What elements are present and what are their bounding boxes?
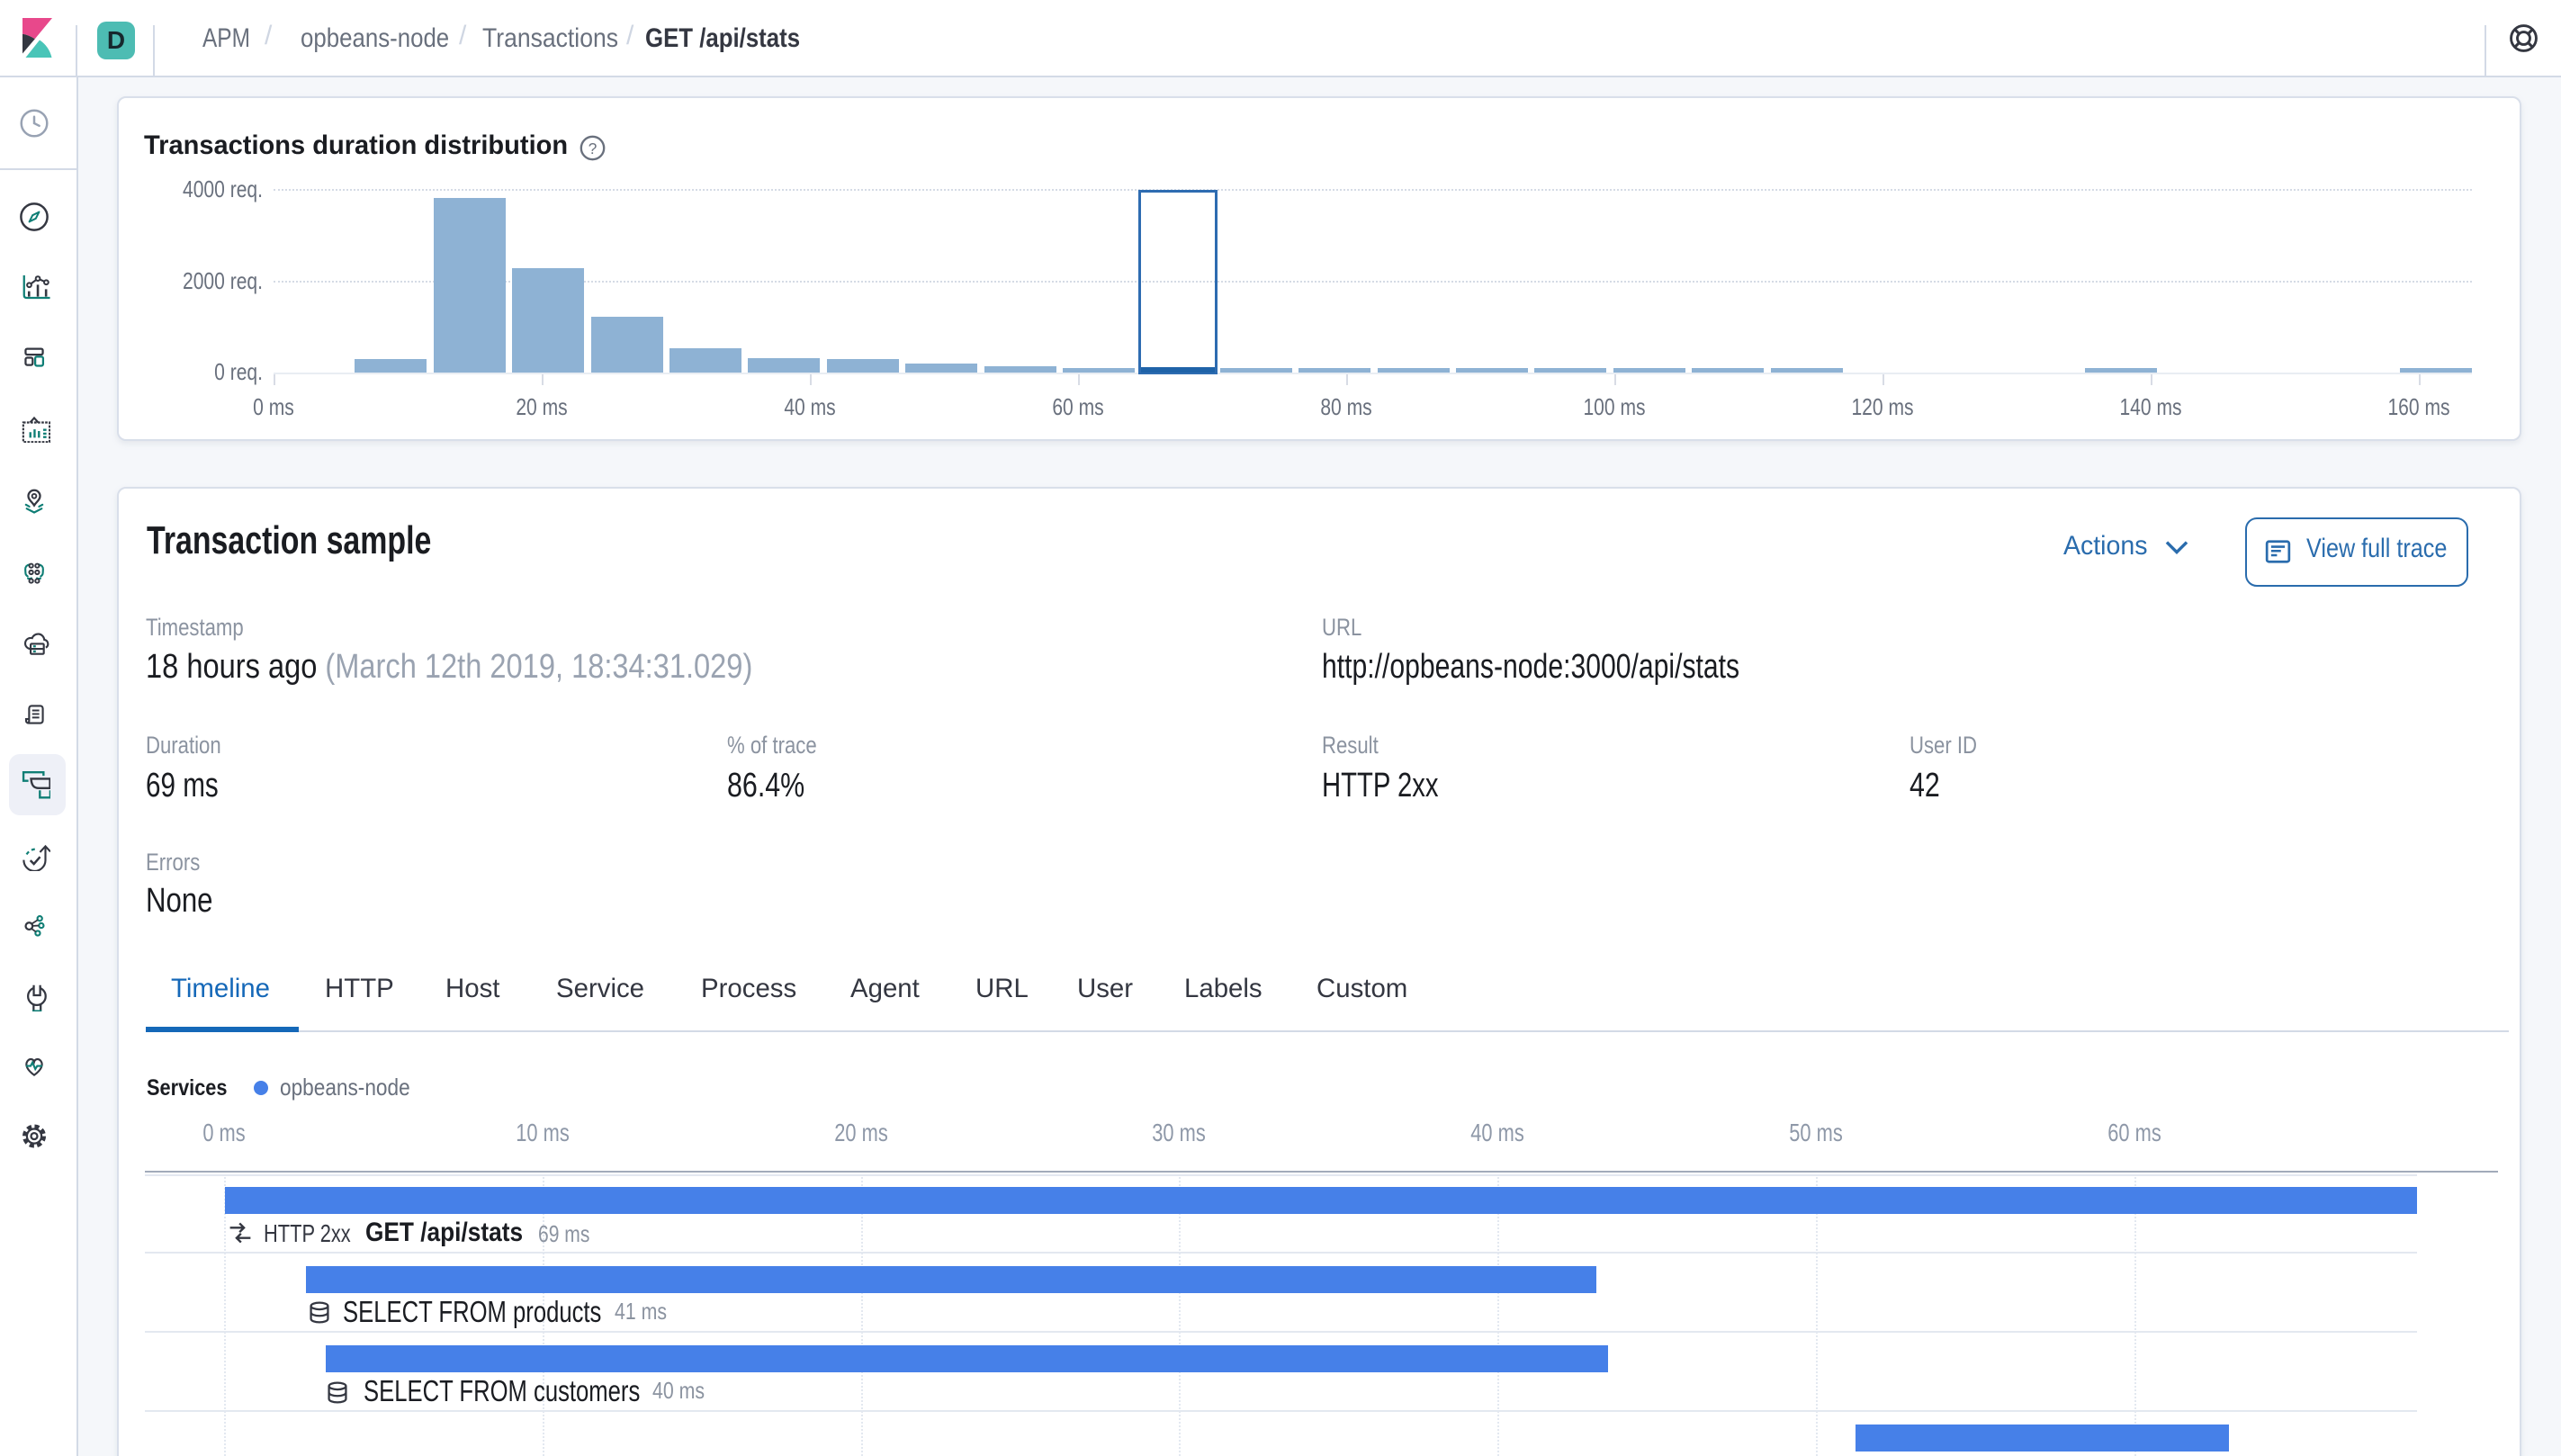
svg-text:?: ? (589, 139, 598, 157)
